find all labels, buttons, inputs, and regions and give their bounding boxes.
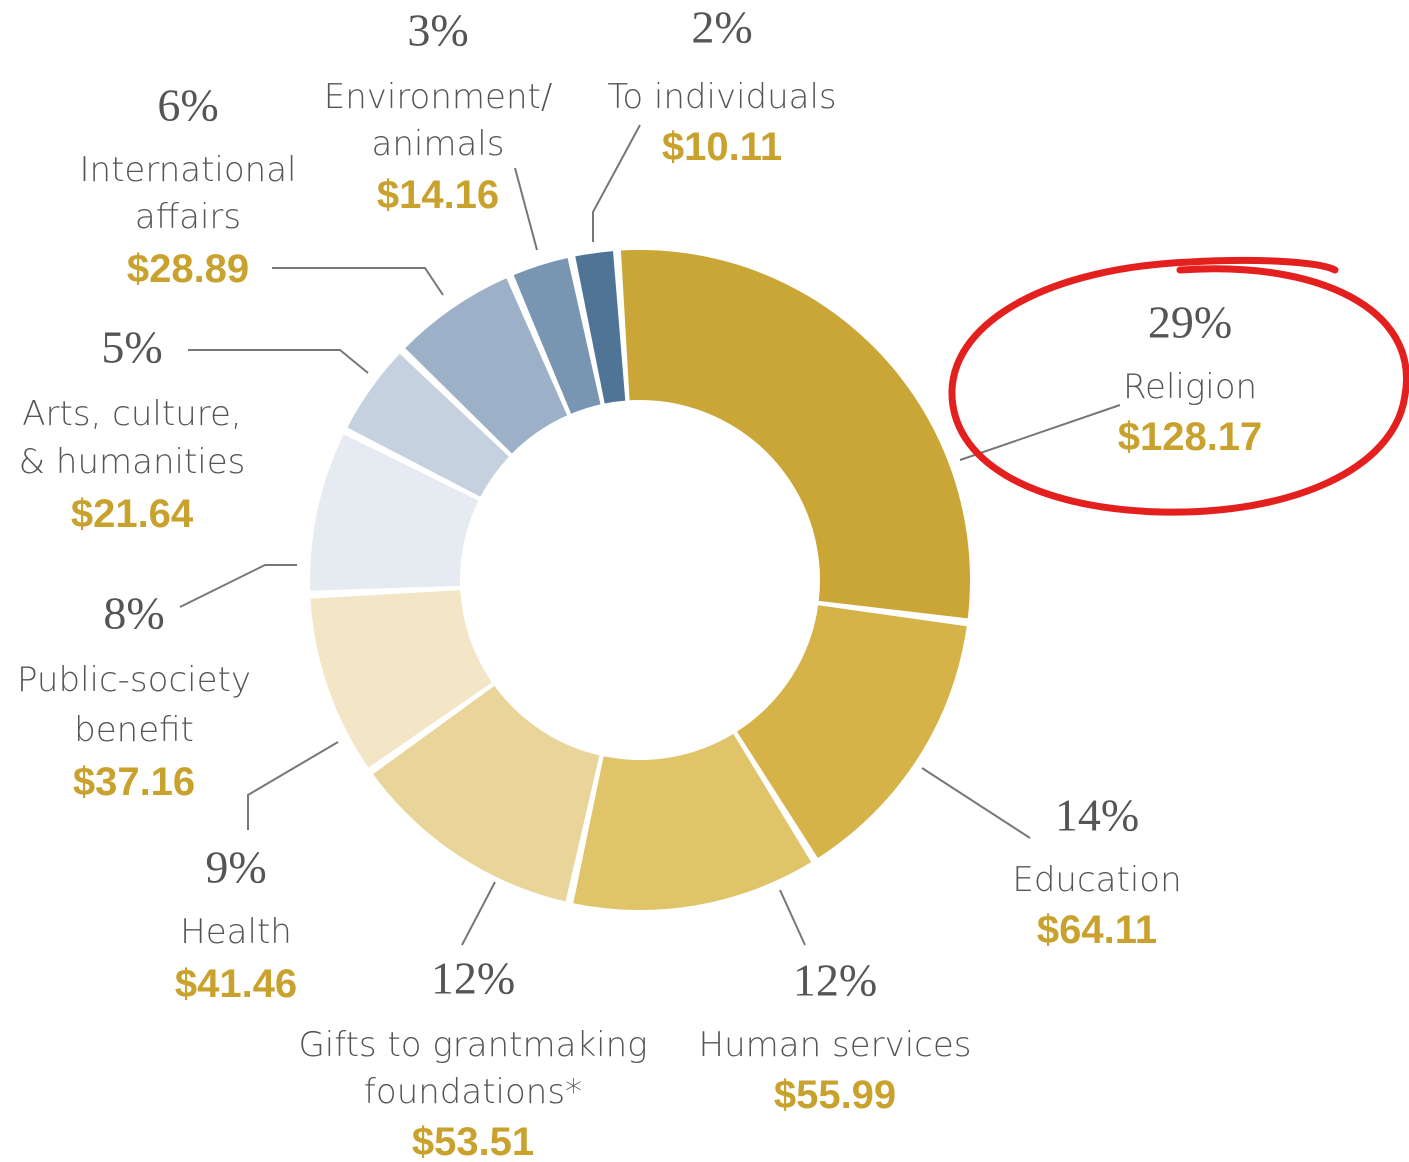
percent-label: 5% [101,322,162,373]
amount-label: $21.64 [71,492,194,536]
category-label: To individuals [607,77,836,117]
percent-label: 3% [407,5,468,56]
category-label: Arts, culture, [22,394,241,434]
leader-line [514,167,538,251]
leader-line [921,767,1031,839]
percent-label: 2% [691,2,752,53]
category-label: benefit [74,710,194,750]
category-label: Health [180,912,292,952]
percent-label: 12% [431,953,515,1004]
category-label: foundations* [364,1072,582,1112]
slice [347,353,509,497]
slice [405,278,568,454]
leader-line [272,267,444,296]
leader-line [592,124,641,242]
slice [310,434,479,591]
amount-label: $28.89 [127,247,249,291]
category-label: International [80,150,297,190]
percent-label: 29% [1148,297,1232,348]
leader-line [247,741,339,830]
category-label: Environment/ [324,77,553,117]
leader-line [188,349,369,374]
slice [620,249,971,619]
category-label: & humanities [19,442,246,482]
category-label: Public-society [17,660,251,700]
category-label: Education [1012,860,1181,900]
slice [573,733,812,910]
leader-line [461,881,496,946]
slice [737,605,967,858]
category-label: Human services [699,1025,972,1065]
amount-label: $64.11 [1037,908,1157,952]
leader-line [959,404,1121,461]
category-label: Gifts to grantmaking [298,1025,647,1065]
category-label: affairs [135,197,241,237]
slice [513,258,601,414]
percent-label: 14% [1055,790,1139,841]
percent-label: 6% [157,80,218,131]
slice [310,590,492,768]
percent-label: 12% [793,955,877,1006]
amount-label: $10.11 [662,125,782,169]
amount-label: $14.16 [377,173,499,217]
slice [373,685,600,902]
amount-label: $128.17 [1118,415,1263,459]
category-label: Religion [1123,367,1257,407]
amount-label: $41.46 [175,962,297,1006]
highlight-circle [948,256,1409,516]
amount-label: $55.99 [774,1073,896,1117]
category-label: animals [372,124,505,164]
leader-line [779,889,806,946]
percent-label: 8% [103,588,164,639]
leader-line [179,564,297,608]
slice [575,251,626,404]
percent-label: 9% [205,842,266,893]
amount-label: $37.16 [73,760,195,804]
amount-label: $53.51 [412,1120,534,1162]
